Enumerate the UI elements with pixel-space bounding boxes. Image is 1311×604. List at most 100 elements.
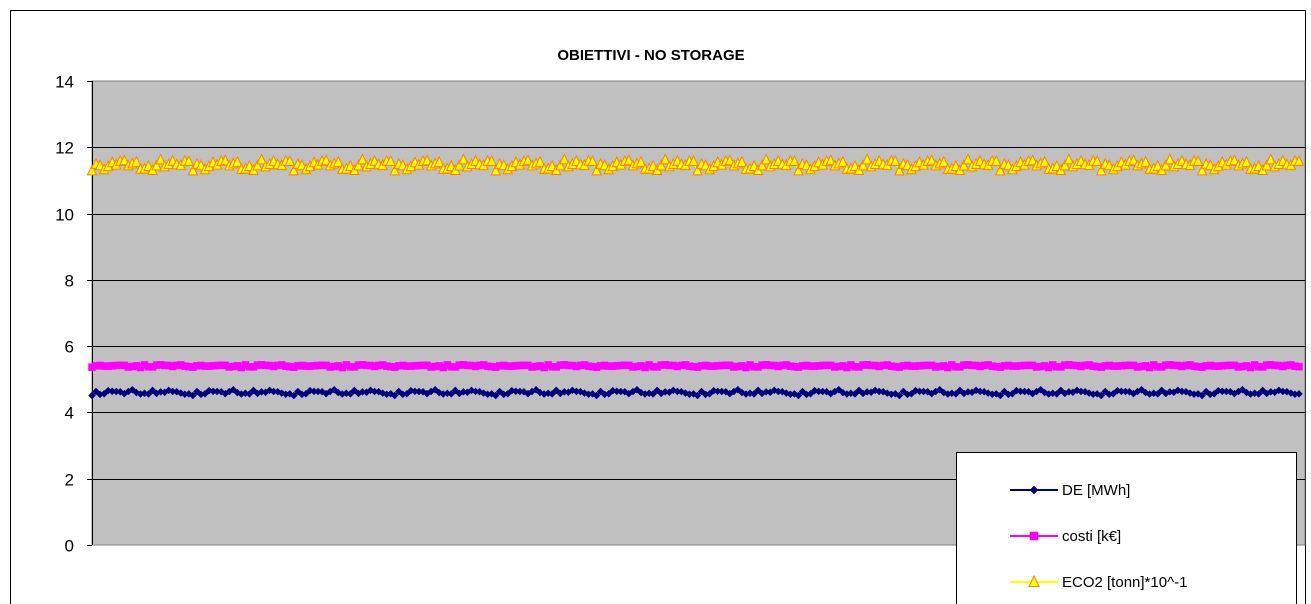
data-point-diamond xyxy=(693,391,702,400)
y-tick-label: 4 xyxy=(65,404,74,423)
data-point-triangle xyxy=(1027,154,1038,166)
legend-box xyxy=(956,452,1297,604)
data-point-diamond xyxy=(144,390,153,398)
data-point-diamond xyxy=(1153,390,1162,398)
y-tick-label: 14 xyxy=(55,73,74,92)
data-point-triangle xyxy=(990,154,1002,167)
data-point-triangle xyxy=(559,153,570,165)
data-point-triangle xyxy=(187,164,199,176)
data-point-triangle xyxy=(1039,155,1050,167)
data-point-diamond xyxy=(1254,390,1263,398)
data-point-diamond xyxy=(346,390,355,398)
data-point-triangle xyxy=(756,159,768,171)
data-point-triangle xyxy=(288,164,300,176)
data-point-triangle xyxy=(131,155,142,167)
legend: DE [MWh] costi [k€] ECO2 [tonn]*10^-1 xyxy=(956,452,1297,604)
data-point-diamond xyxy=(491,391,500,400)
legend-entry: DE [MWh] xyxy=(1010,482,1130,499)
data-point-triangle xyxy=(183,154,195,167)
data-point-triangle xyxy=(86,164,98,176)
data-point-diamond xyxy=(1029,485,1039,495)
data-point-triangle xyxy=(591,164,602,176)
data-point-triangle xyxy=(1128,154,1139,166)
y-tick-label: 2 xyxy=(65,471,74,490)
data-point-triangle xyxy=(155,153,166,165)
data-point-triangle xyxy=(1095,164,1107,176)
data-point-triangle xyxy=(825,154,837,166)
data-point-diamond xyxy=(245,390,254,398)
data-point-triangle xyxy=(1196,164,1208,176)
data-point-triangle xyxy=(994,164,1006,176)
data-point-triangle xyxy=(938,155,950,167)
data-point-triangle xyxy=(534,155,546,167)
data-point-triangle xyxy=(1091,154,1103,167)
data-point-diamond xyxy=(390,391,399,400)
series-triangle xyxy=(86,153,1305,176)
data-point-diamond xyxy=(88,391,96,400)
data-point-triangle xyxy=(219,154,231,166)
data-point-triangle xyxy=(623,154,635,166)
data-point-triangle xyxy=(385,154,397,167)
data-point-triangle xyxy=(1261,159,1272,171)
data-point-triangle xyxy=(793,164,804,176)
data-point-diamond xyxy=(592,391,601,400)
data-point-triangle xyxy=(119,154,130,166)
legend-label: costi [k€] xyxy=(1062,528,1121,545)
data-point-triangle xyxy=(760,153,772,165)
data-point-triangle xyxy=(958,159,970,171)
data-point-triangle xyxy=(1265,153,1277,165)
data-point-triangle xyxy=(458,153,469,165)
data-point-triangle xyxy=(357,153,368,165)
data-point-triangle xyxy=(252,159,263,171)
data-point-triangle xyxy=(635,155,647,167)
data-point-triangle xyxy=(554,159,566,171)
data-point-diamond xyxy=(895,391,904,400)
data-point-triangle xyxy=(1164,153,1176,165)
data-point-triangle xyxy=(857,159,869,171)
data-point-diamond xyxy=(1097,391,1106,400)
data-point-diamond xyxy=(1295,389,1303,398)
data-point-triangle xyxy=(421,154,433,166)
data-point-triangle xyxy=(736,155,748,167)
data-point-diamond xyxy=(1052,390,1061,398)
data-point-triangle xyxy=(332,155,344,167)
legend-label: ECO2 [tonn]*10^-1 xyxy=(1062,574,1187,591)
data-point-triangle xyxy=(486,154,497,167)
data-point-diamond xyxy=(289,391,298,400)
y-tick-label: 12 xyxy=(55,139,74,158)
data-point-triangle xyxy=(1140,155,1151,167)
data-point-triangle xyxy=(389,164,401,176)
data-point-triangle xyxy=(688,154,699,167)
y-tick-label: 6 xyxy=(65,338,74,357)
legend-entry: ECO2 [tonn]*10^-1 xyxy=(1010,574,1187,591)
data-point-square xyxy=(1029,531,1039,541)
data-point-diamond xyxy=(996,391,1005,400)
data-point-triangle xyxy=(1229,154,1240,166)
data-point-triangle xyxy=(655,159,667,171)
y-tick-label: 0 xyxy=(65,537,74,556)
data-point-diamond xyxy=(189,391,197,400)
data-point-triangle xyxy=(1160,159,1172,171)
data-point-triangle xyxy=(522,154,534,166)
data-point-triangle xyxy=(1028,574,1040,587)
legend-label: DE [MWh] xyxy=(1062,482,1130,499)
data-point-diamond xyxy=(794,391,803,400)
data-point-triangle xyxy=(926,154,937,166)
data-point-triangle xyxy=(232,155,243,167)
data-point-triangle xyxy=(1293,154,1305,167)
data-point-diamond xyxy=(952,390,960,398)
data-point-triangle xyxy=(1059,159,1071,171)
data-point-diamond xyxy=(548,390,557,398)
data-point-triangle xyxy=(490,164,501,176)
data-point-triangle xyxy=(1063,153,1075,165)
data-point-triangle xyxy=(962,153,974,165)
data-point-triangle xyxy=(151,159,162,171)
data-point-triangle xyxy=(320,154,332,166)
data-point-diamond xyxy=(851,390,859,398)
y-tick-label: 10 xyxy=(55,206,74,225)
data-point-triangle xyxy=(789,154,800,167)
data-point-triangle xyxy=(692,164,703,176)
y-axis: 0 2 4 6 8 10 12 14 xyxy=(55,73,93,556)
